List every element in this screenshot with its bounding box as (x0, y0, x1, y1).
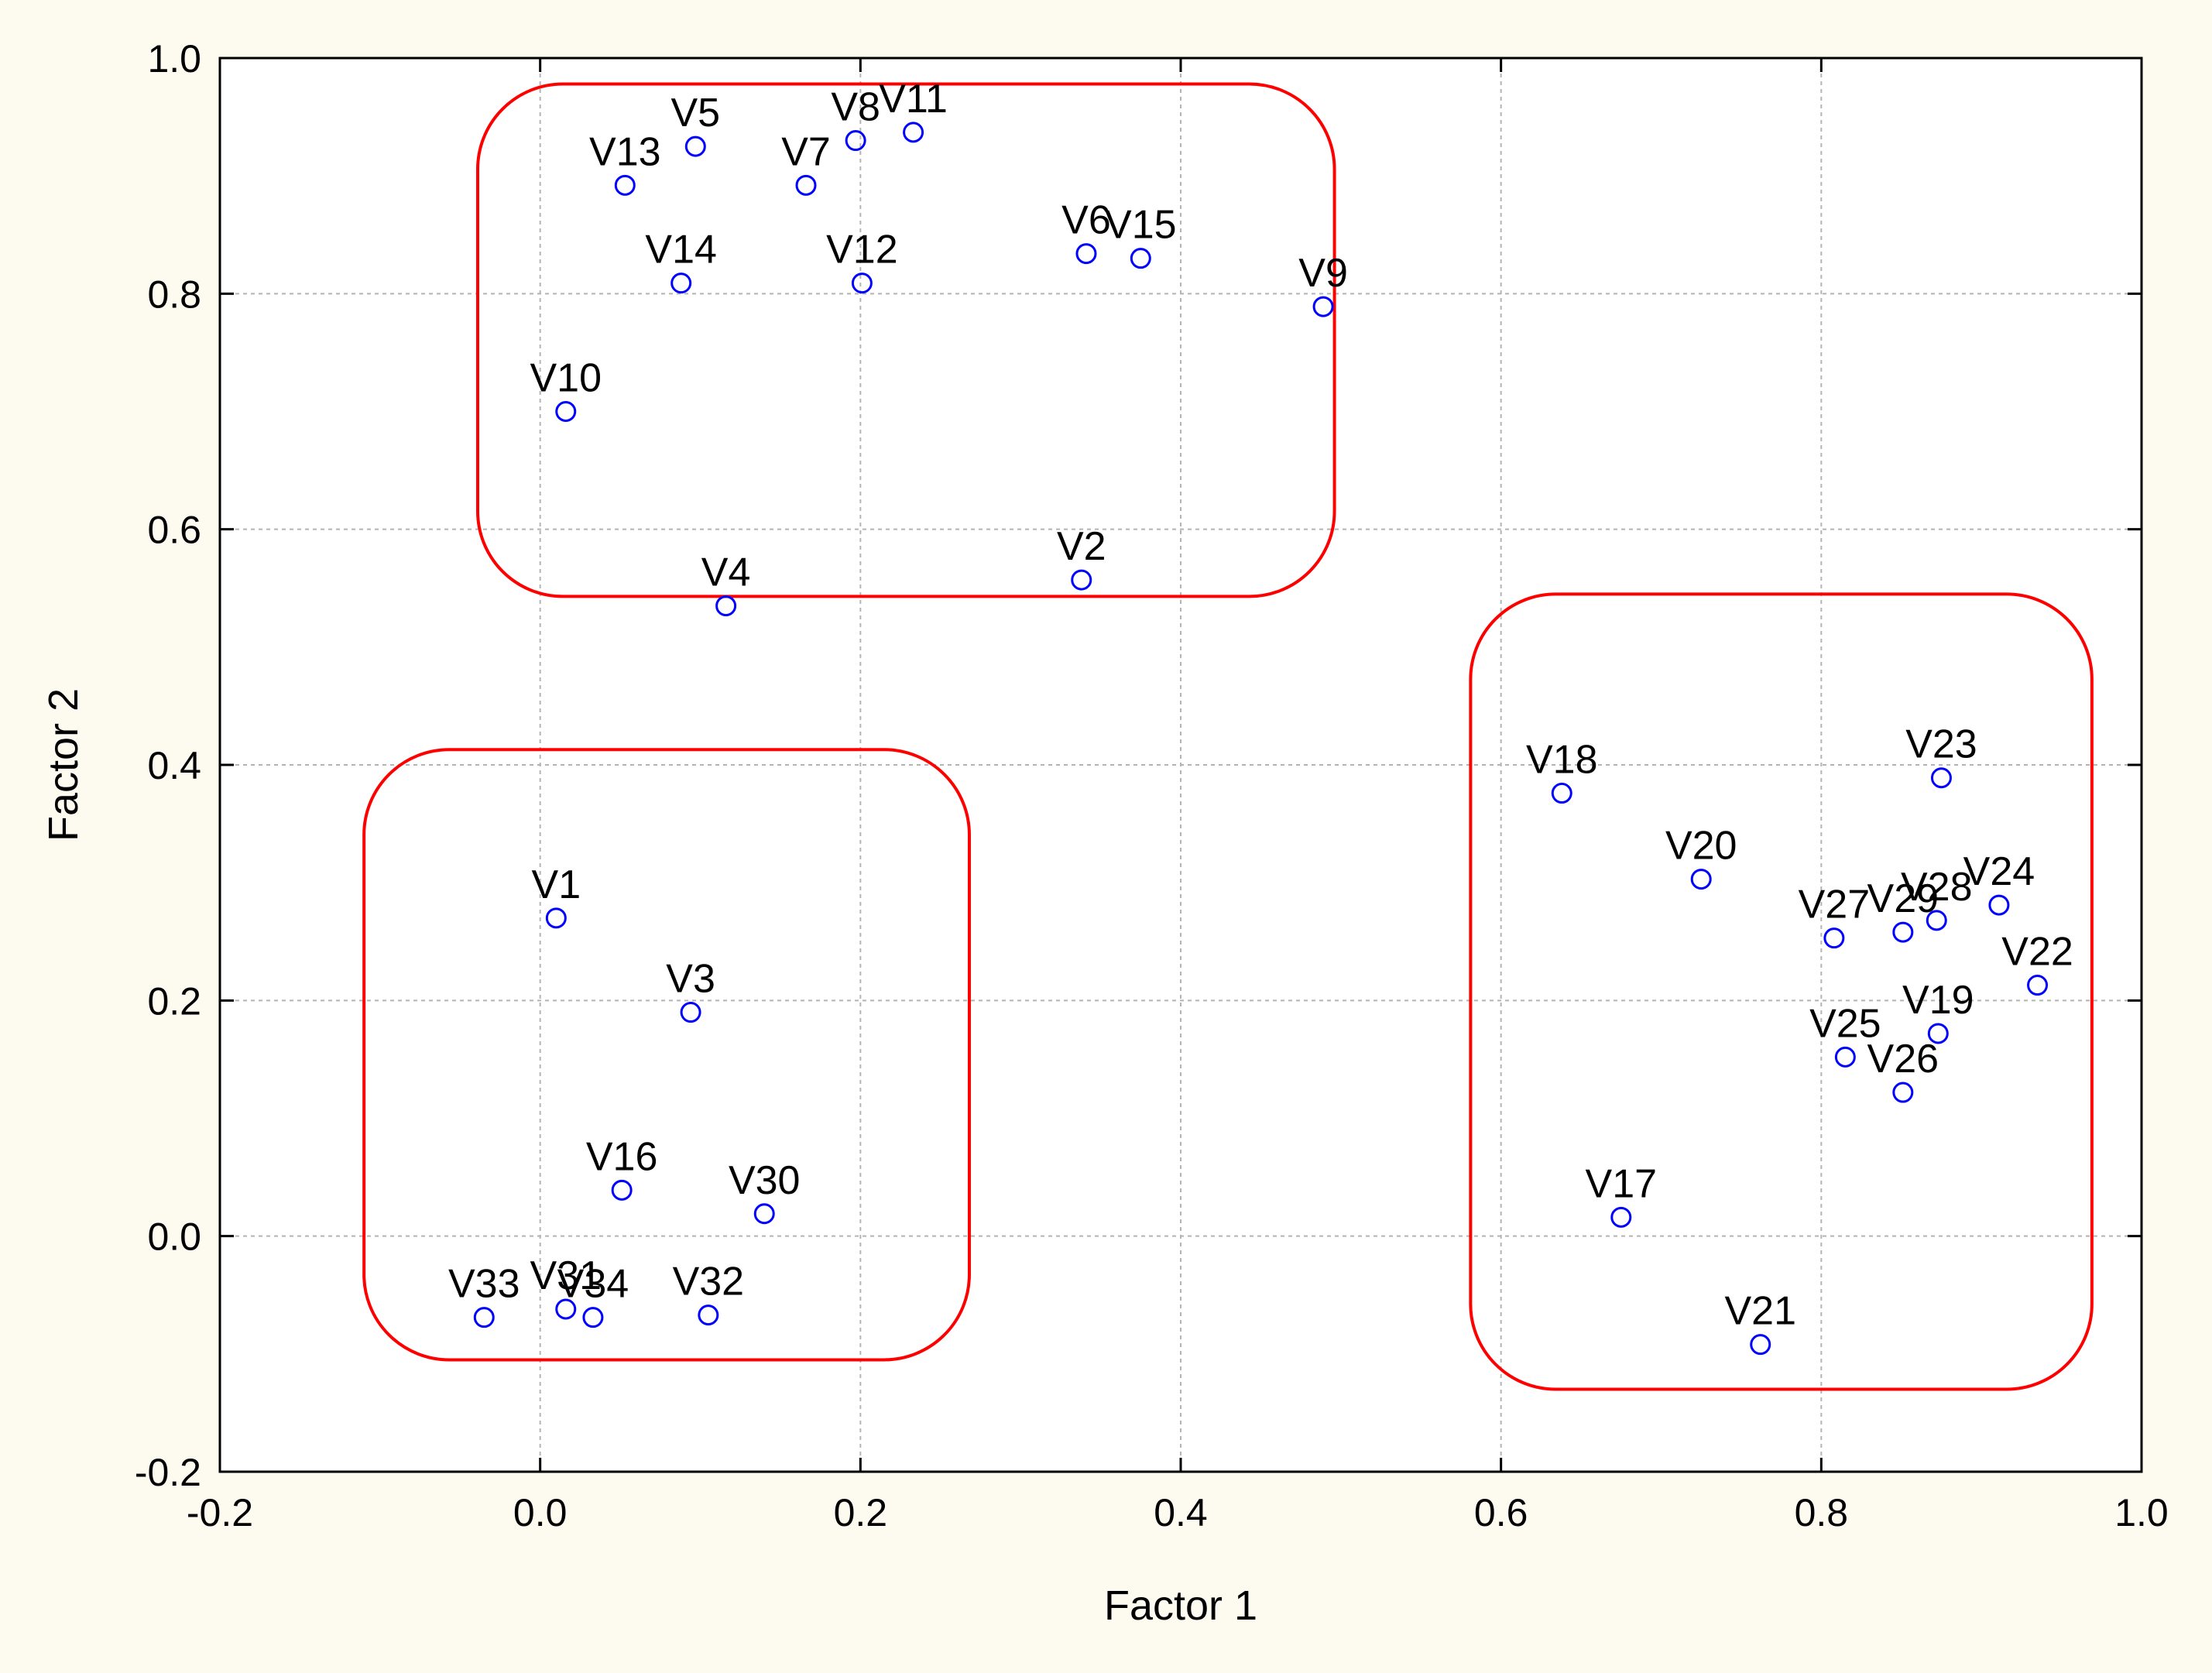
axes: -0.2 0.0 0.2 0.4 0.6 0.8 1.0 -0.2 0.0 0.2 0.4 0.6 0.… (135, 37, 2169, 1534)
point-label: V5 (670, 91, 720, 135)
cluster-outline (1469, 592, 2094, 1391)
data-point (582, 1307, 604, 1328)
y-tick-label: 0.6 (147, 509, 201, 552)
point-label: V12 (826, 228, 898, 273)
x-tick-label: 0.8 (1795, 1491, 1849, 1534)
point-label: V23 (1905, 722, 1977, 767)
point-label: V3 (666, 957, 715, 1002)
point-label: V20 (1665, 824, 1737, 869)
point-label: V4 (701, 550, 751, 595)
point-label: V9 (1298, 251, 1348, 296)
point-label: V2 (1057, 524, 1106, 569)
point-label: V27 (1799, 883, 1871, 927)
data-point (1610, 1206, 1632, 1228)
point-label: V6 (1061, 198, 1111, 243)
data-point (715, 595, 737, 617)
data-point (473, 1307, 495, 1328)
x-tick-label: -0.2 (187, 1491, 253, 1534)
point-label: V18 (1526, 738, 1598, 783)
data-point (1892, 921, 1914, 943)
data-point (1750, 1334, 1771, 1356)
data-point (698, 1304, 719, 1326)
grid-lines (220, 58, 2142, 1472)
point-label: V34 (557, 1262, 629, 1307)
data-point (1071, 569, 1092, 591)
data-point (1988, 894, 2010, 916)
data-point (1130, 248, 1151, 269)
data-point (1690, 869, 1712, 890)
point-label: V19 (1902, 978, 1974, 1023)
point-label: V32 (673, 1260, 745, 1304)
y-axis-title: Factor 2 (40, 688, 87, 842)
point-label: V1 (532, 862, 581, 907)
point-label: V24 (1963, 849, 2035, 894)
data-point (851, 273, 873, 294)
data-point (753, 1203, 775, 1225)
point-label: V7 (781, 129, 831, 174)
data-point (1927, 1023, 1949, 1044)
point-label: V22 (2001, 930, 2073, 975)
x-tick-label: 0.4 (1154, 1491, 1208, 1534)
point-label: V28 (1901, 865, 1973, 910)
point-label: V8 (831, 85, 880, 130)
data-point (1892, 1082, 1914, 1103)
data-point (1075, 243, 1097, 265)
point-label: V14 (645, 228, 717, 273)
point-label: V26 (1867, 1037, 1939, 1082)
point-label: V17 (1586, 1161, 1658, 1206)
data-point (555, 1298, 577, 1320)
data-point (2027, 975, 2049, 996)
point-label: V13 (589, 129, 661, 174)
data-point (1312, 296, 1334, 317)
data-point (795, 174, 817, 196)
cluster-outline (476, 82, 1336, 598)
data-point (903, 122, 924, 143)
y-tick-label: 0.8 (147, 273, 201, 316)
data-point (1834, 1046, 1856, 1068)
y-tick-label: 1.0 (147, 37, 201, 81)
point-label: V16 (586, 1134, 658, 1179)
data-point (684, 135, 706, 157)
data-point (614, 174, 636, 196)
point-label: V33 (448, 1262, 520, 1307)
x-tick-label: 0.6 (1474, 1491, 1528, 1534)
data-point (1551, 783, 1572, 804)
y-tick-label: 0.0 (147, 1215, 201, 1259)
x-tick-label: 1.0 (2114, 1491, 2169, 1534)
point-label: V21 (1724, 1289, 1796, 1334)
point-label: V30 (729, 1158, 801, 1203)
data-point (1926, 910, 1947, 931)
point-label: V11 (879, 77, 948, 122)
data-point (845, 130, 866, 152)
data-point (1930, 767, 1952, 789)
cluster-outlines (362, 82, 2094, 1391)
data-point (680, 1002, 701, 1023)
data-point (545, 907, 567, 929)
x-tick-label: 0.2 (834, 1491, 888, 1534)
point-label: V25 (1809, 1001, 1881, 1046)
x-axis-title: Factor 1 (1104, 1582, 1257, 1629)
cluster-outline (362, 748, 971, 1362)
data-point (555, 401, 577, 422)
y-tick-label: 0.2 (147, 979, 201, 1023)
x-tick-label: 0.0 (513, 1491, 568, 1534)
point-label: V10 (530, 356, 602, 401)
y-tick-label: 0.4 (147, 744, 201, 787)
point-label: V29 (1867, 876, 1939, 921)
data-point (611, 1179, 633, 1201)
point-label: V31 (530, 1253, 602, 1298)
point-label: V15 (1105, 203, 1177, 248)
data-point (1823, 927, 1845, 949)
y-tick-label: -0.2 (135, 1451, 201, 1494)
data-point (670, 273, 692, 294)
